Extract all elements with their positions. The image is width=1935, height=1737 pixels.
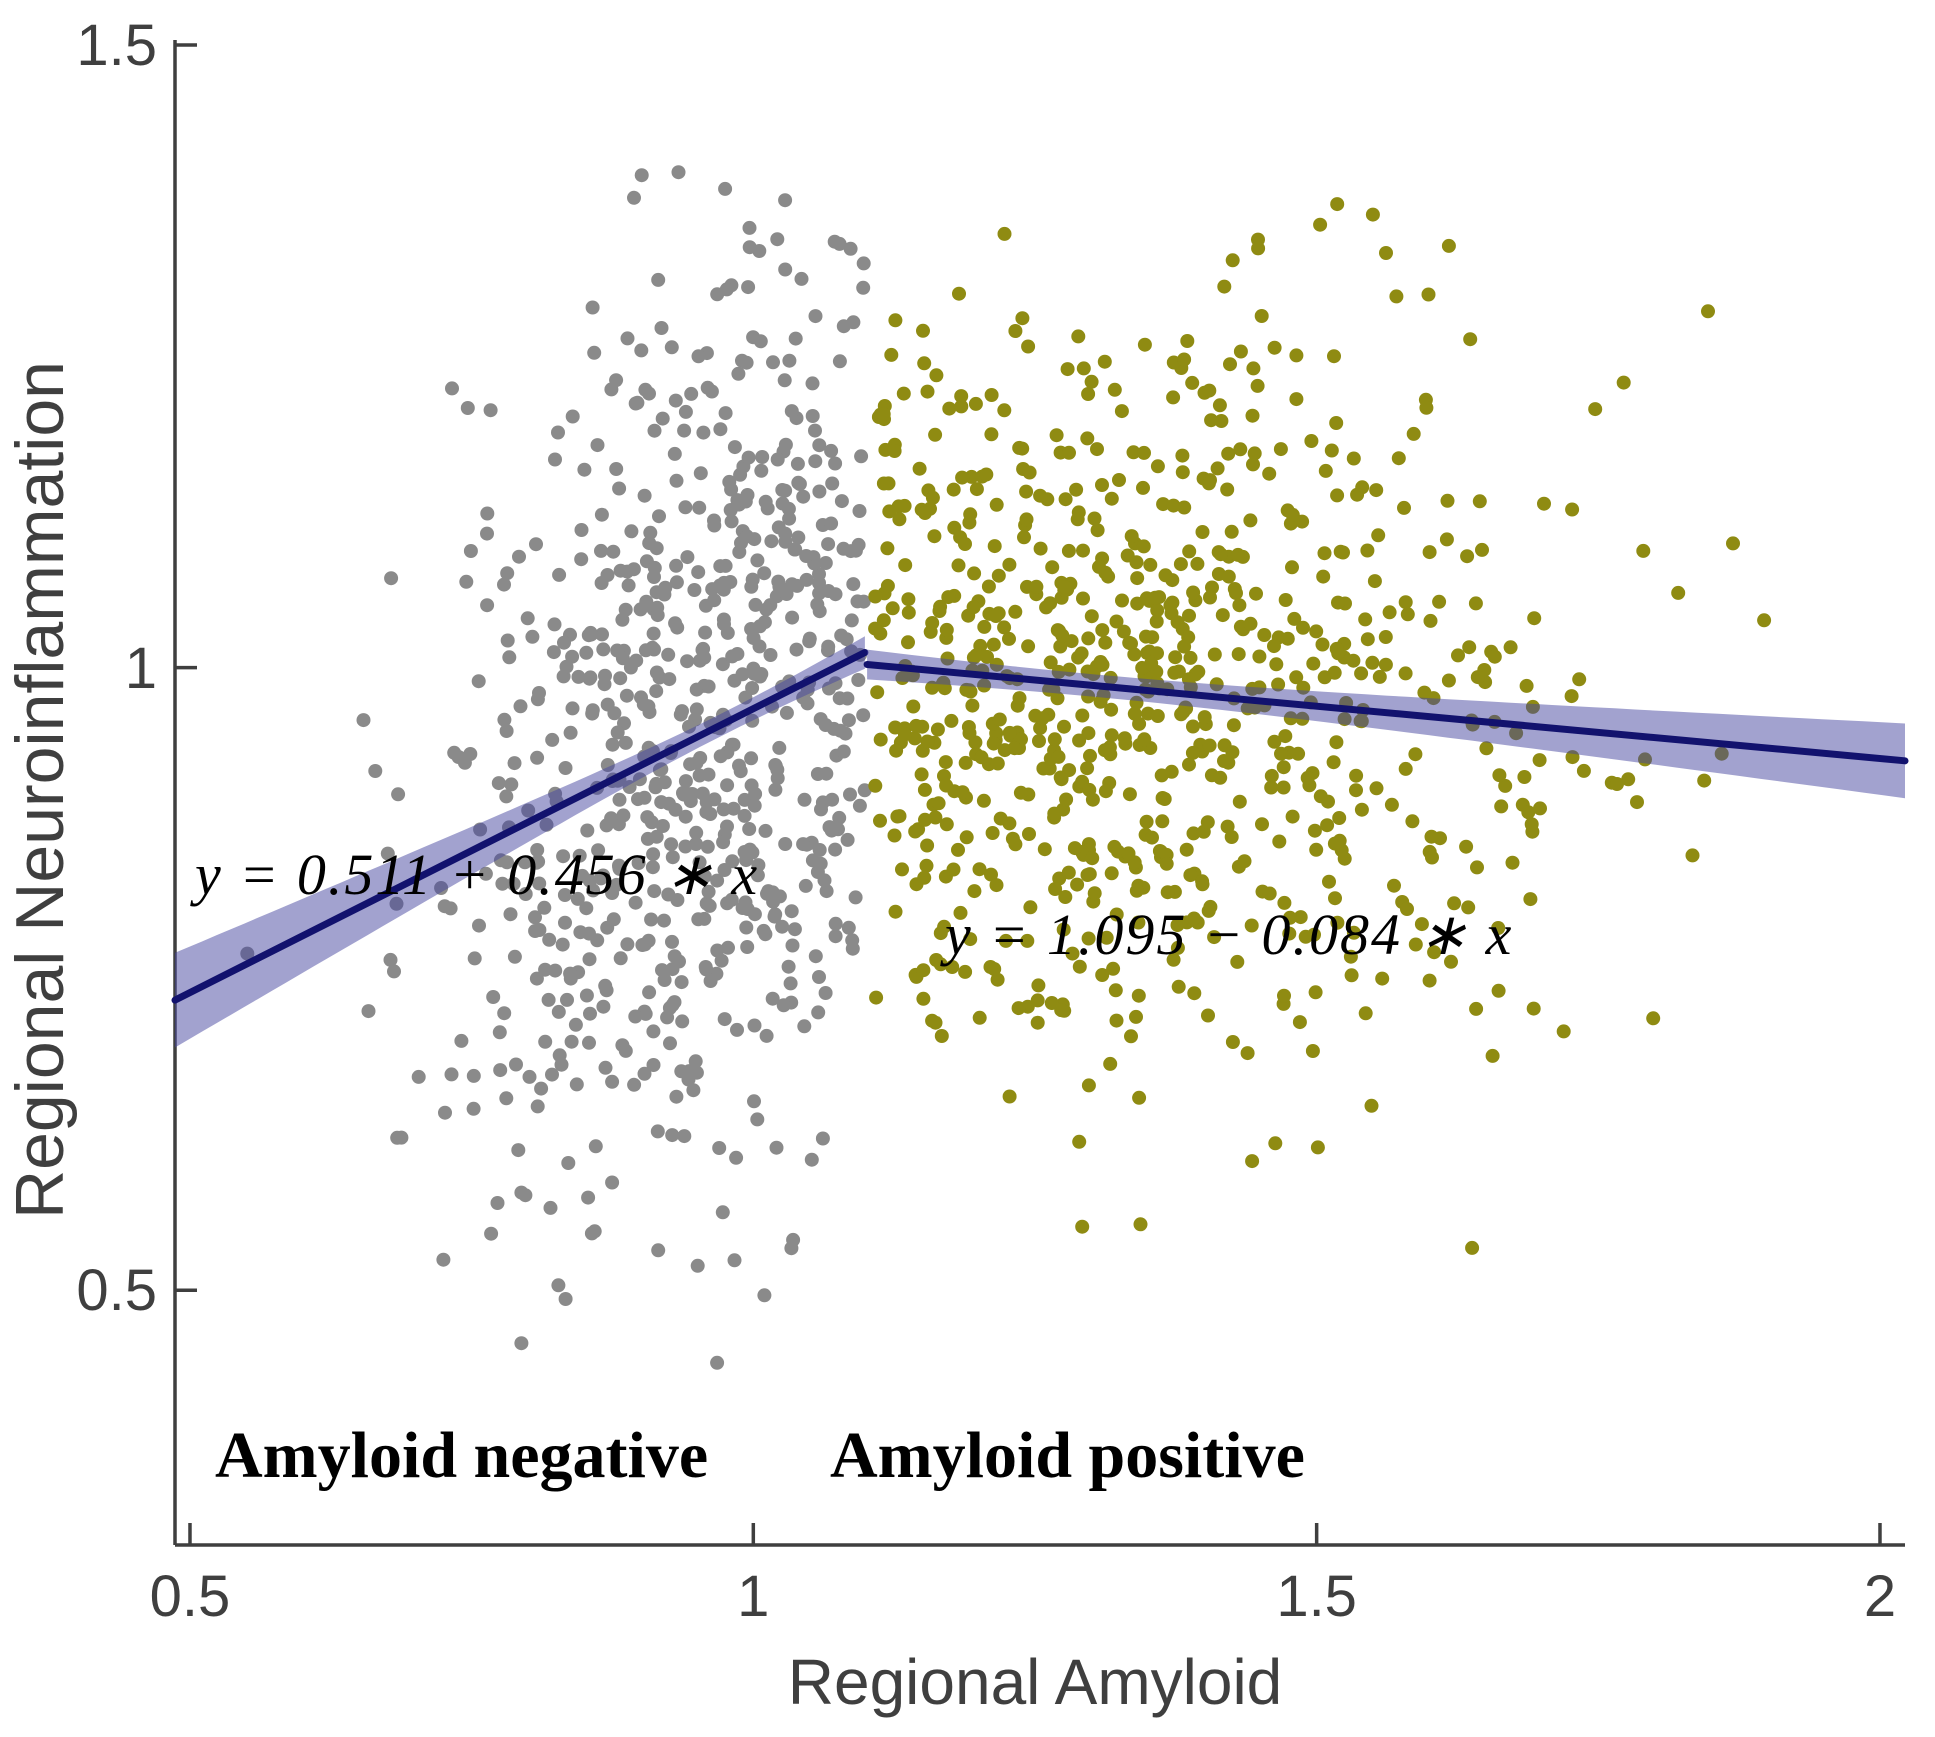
- y-tick-label: 0.5: [76, 1258, 157, 1324]
- x-tick-label: 2: [1863, 1564, 1897, 1629]
- axes: [173, 40, 1905, 1547]
- fit-line-positive: [863, 660, 1909, 765]
- y-tick-label: 1.5: [76, 12, 157, 78]
- confidence-band-positive: [867, 649, 1905, 799]
- x-axis-label: Regional Amyloid: [787, 1646, 1283, 1718]
- group-label-positive: Amyloid positive: [830, 1419, 1305, 1492]
- group-label-negative: Amyloid negative: [215, 1419, 709, 1492]
- equation-positive: y = 1.095 − 0.084 ∗ x: [945, 902, 1514, 967]
- y-tick-label: 1: [124, 635, 157, 701]
- scatter-points-negative: [240, 165, 872, 1370]
- x-tick-label: 1: [737, 1564, 770, 1629]
- equation-negative: y = 0.511 + 0.456 ∗ x: [195, 842, 760, 907]
- x-tick-label: 1.5: [1276, 1564, 1357, 1629]
- y-axis-label: Regional Neuroinflammation: [2, 360, 78, 1220]
- x-tick-label: 0.5: [149, 1564, 231, 1629]
- fit-line-negative: [171, 648, 869, 1004]
